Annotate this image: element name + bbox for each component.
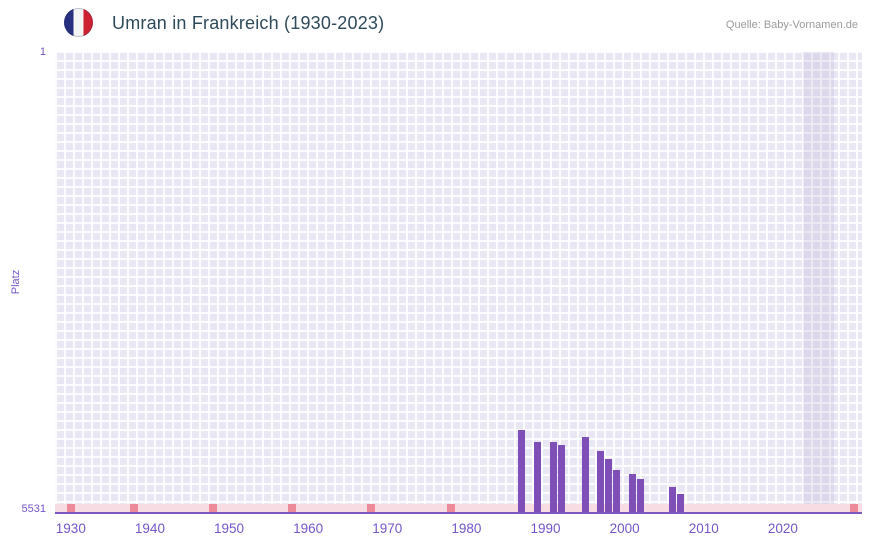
x-tick-label: 2010 <box>688 521 719 536</box>
rank-bar <box>581 437 589 512</box>
rank-bar <box>597 451 605 512</box>
x-tick-label: 1970 <box>372 521 403 536</box>
chart-title: Umran in Frankreich (1930-2023) <box>112 13 385 33</box>
rank-bar <box>605 458 613 512</box>
x-axis-tick-labels: 1930 1940 1950 1960 1970 1980 1990 2000 2010 2020 <box>55 521 862 545</box>
unranked-mark <box>288 504 297 512</box>
unranked-mark <box>130 504 139 512</box>
x-tick-label: 1930 <box>55 521 86 536</box>
source-attribution: Quelle: Baby-Vornamen.de <box>725 19 858 31</box>
unranked-mark <box>367 504 376 512</box>
rank-bar <box>534 442 542 512</box>
x-tick-label: 2020 <box>767 521 798 536</box>
unranked-strip <box>55 504 862 512</box>
rank-bar <box>518 430 526 512</box>
y-tick-label-top: 1 <box>39 46 46 58</box>
rank-bar <box>629 473 637 512</box>
x-tick-label: 2000 <box>609 521 640 536</box>
plot-area <box>55 52 862 514</box>
y-tick-label-bottom: 5531 <box>21 503 46 515</box>
rank-bar <box>636 478 644 512</box>
x-tick-label: 1950 <box>214 521 245 536</box>
rank-bar <box>676 494 684 512</box>
y-axis-label: Platz <box>10 269 22 295</box>
rank-bar <box>549 442 557 512</box>
unranked-mark <box>66 504 75 512</box>
x-tick-label: 1990 <box>530 521 561 536</box>
unranked-mark <box>850 504 859 512</box>
france-flag-icon <box>64 8 93 37</box>
unranked-mark <box>209 504 218 512</box>
rank-bar <box>668 486 676 512</box>
x-tick-label: 1940 <box>134 521 165 536</box>
rank-bar <box>613 470 621 512</box>
x-tick-label: 1980 <box>451 521 482 536</box>
highlight-band <box>802 52 835 512</box>
rank-bar <box>557 444 565 512</box>
unranked-mark <box>446 504 455 512</box>
x-tick-label: 1960 <box>293 521 324 536</box>
